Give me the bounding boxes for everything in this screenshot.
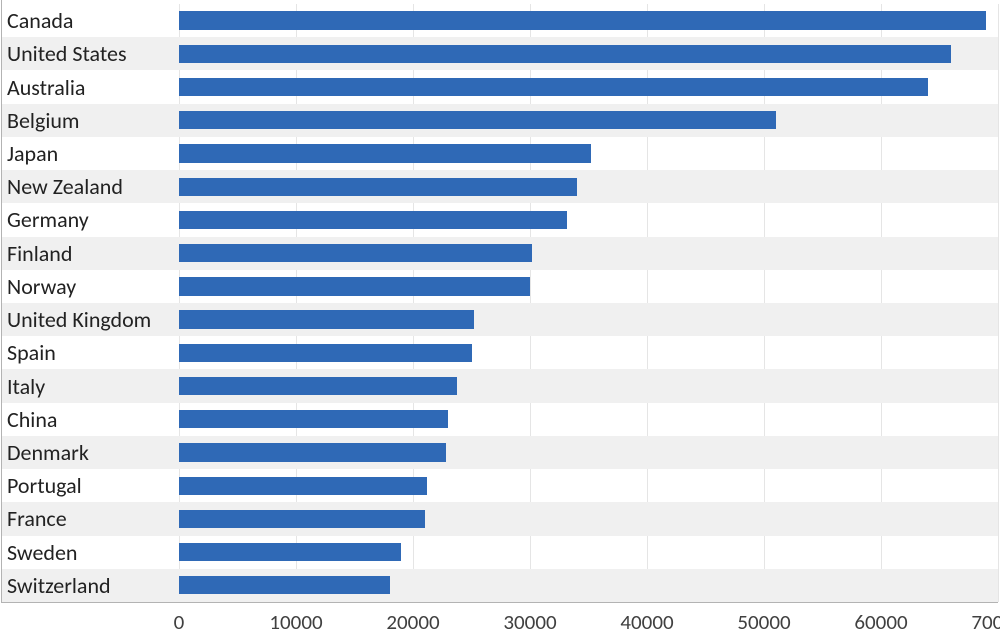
y-axis-label: Japan xyxy=(6,137,183,170)
bar xyxy=(179,477,427,495)
bar xyxy=(179,510,425,528)
y-axis-label: United Kingdom xyxy=(6,303,183,336)
y-axis-label: France xyxy=(6,502,183,535)
bar xyxy=(179,576,390,594)
x-tick-label: 70000 xyxy=(971,609,1000,635)
bar xyxy=(179,443,446,461)
horizontal-bar-chart: CanadaUnited StatesAustraliaBelgiumJapan… xyxy=(0,0,1000,640)
bar xyxy=(179,211,567,229)
y-axis-label: Norway xyxy=(6,270,183,303)
y-axis-label: China xyxy=(6,403,183,436)
bar xyxy=(179,310,474,328)
bar xyxy=(179,178,577,196)
y-axis-label: Switzerland xyxy=(6,569,183,602)
x-tick-label: 20000 xyxy=(386,609,439,635)
y-axis-label: Sweden xyxy=(6,536,183,569)
x-tick-label: 0 xyxy=(174,609,185,635)
y-axis-label: Portugal xyxy=(6,469,183,502)
x-axis-line xyxy=(1,602,998,603)
y-axis-label: Canada xyxy=(6,4,183,37)
bar xyxy=(179,11,986,29)
x-tick-label: 40000 xyxy=(620,609,673,635)
x-tick-label: 60000 xyxy=(854,609,907,635)
y-axis-label: Denmark xyxy=(6,436,183,469)
y-axis-label: Germany xyxy=(6,203,183,236)
bar xyxy=(179,78,928,96)
x-tick-label: 50000 xyxy=(737,609,790,635)
bar xyxy=(179,410,448,428)
bar xyxy=(179,111,776,129)
bar xyxy=(179,244,532,262)
gridline xyxy=(998,4,999,602)
y-axis-label: Belgium xyxy=(6,104,183,137)
y-axis-label: New Zealand xyxy=(6,170,183,203)
x-tick-label: 10000 xyxy=(269,609,322,635)
bar xyxy=(179,344,472,362)
bar xyxy=(179,45,951,63)
y-axis-label: United States xyxy=(6,37,183,70)
bar xyxy=(179,144,591,162)
bar xyxy=(179,377,457,395)
x-tick-label: 30000 xyxy=(503,609,556,635)
bar xyxy=(179,543,401,561)
y-axis-label: Spain xyxy=(6,336,183,369)
y-axis-label: Australia xyxy=(6,70,183,103)
bar xyxy=(179,277,530,295)
y-axis-label: Italy xyxy=(6,369,183,402)
y-axis-label: Finland xyxy=(6,237,183,270)
